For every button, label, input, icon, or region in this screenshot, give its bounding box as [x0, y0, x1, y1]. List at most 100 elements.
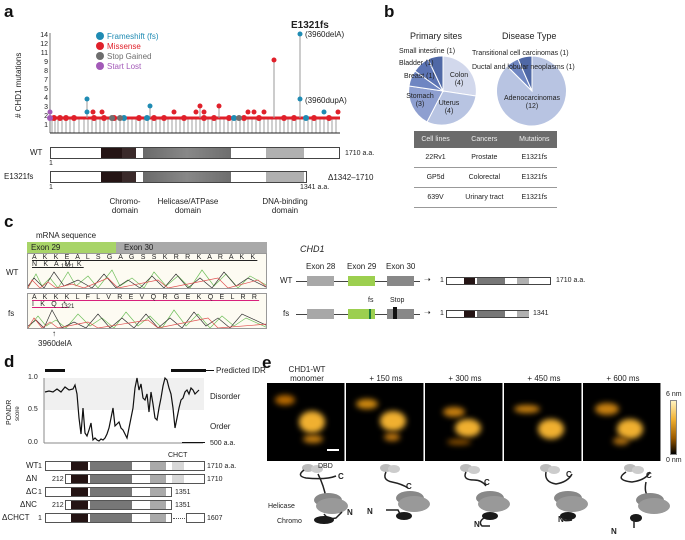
frame-1-label: + 150 ms — [369, 374, 403, 383]
fs-trace — [28, 309, 266, 328]
exon28-label: Exon 28 — [306, 262, 336, 271]
scale-max-label: 6 nm — [666, 391, 682, 398]
annotation-3960dupa: (3960dupA) — [305, 96, 347, 105]
frame-4-label: + 600 ms — [606, 374, 640, 383]
pondr-plot — [43, 376, 203, 444]
idr-bar-c — [171, 369, 206, 372]
wt-chromatogram: A K K E A L S G A G S S K R R K A R A K … — [27, 253, 267, 289]
panel-e-letter: e — [262, 353, 272, 372]
scale-label: 500 a.a. — [210, 440, 236, 447]
panel-c-letter: c — [4, 212, 14, 231]
fs-chromatogram: A K K K L F L V R E V Q R G E K Q E L R … — [27, 293, 267, 329]
gene-title: CHD1 — [300, 244, 325, 254]
wt-protein-bar — [446, 277, 551, 285]
stop-site-label: Stop — [390, 297, 405, 304]
frame-2-label: + 300 ms — [448, 374, 482, 383]
conformation-cartoons — [299, 464, 670, 528]
legend: Frameshift (fs) Missense Stop Gained Sta… — [96, 32, 159, 72]
dbd-label: DBD — [318, 463, 333, 470]
afm-frame-3 — [504, 383, 582, 461]
table-row: GP5d Colorectal E1321fs — [414, 167, 557, 188]
afm-frame-4 — [583, 383, 661, 461]
deletion-label: Δ1342–1710 — [328, 173, 374, 182]
lollipop-plot — [47, 31, 341, 134]
exon30-header: Exon 30 — [116, 242, 267, 253]
pondr-ylabel: PONDR score — [6, 399, 21, 425]
construct-dn — [65, 474, 205, 484]
table-row: 639V Urinary tract E1321fs — [414, 187, 557, 208]
mrna-title: mRNA sequence — [36, 231, 97, 240]
deletion-site-label: 3960delA — [38, 339, 72, 348]
fs-protein-bar — [446, 310, 529, 318]
panel-d-letter: d — [4, 352, 15, 371]
fs-domain-bar — [50, 171, 307, 183]
arrow-up-icon: ↑ — [52, 329, 56, 338]
wt-label: WT — [30, 148, 43, 157]
wt-trace — [28, 269, 266, 288]
pie2-adeno-label: Adenocarcinomas (12) — [503, 95, 561, 110]
fs-site-label: fs — [368, 297, 374, 304]
pie2-title: Disease Type — [502, 31, 557, 41]
wt-trace-label: WT — [6, 268, 19, 277]
pie1-colon-label: Colon (4) — [449, 72, 469, 87]
mutation-title: E1321fs — [291, 20, 329, 31]
cartoon-0 — [299, 464, 348, 524]
helicase-cartoon-label: Helicase — [268, 503, 295, 510]
scale-bar — [182, 442, 205, 443]
exon29-label: Exon 29 — [347, 262, 377, 271]
helicase-label: Helicase/ATPase domain — [157, 197, 219, 215]
panel-a-letter: a — [4, 2, 14, 21]
pie2-transitional-label: Transitional cell carcinomas (1) — [472, 50, 569, 57]
n-terminus-label: N — [347, 508, 353, 517]
construct-dc — [45, 487, 172, 497]
chromo-cartoon-label: Chromo — [277, 518, 302, 525]
dna-binding-label: DNA-binding domain — [262, 197, 308, 215]
wt-exon30 — [387, 276, 414, 286]
legend-item-frameshift: Frameshift (fs) — [96, 32, 159, 42]
exon30-label: Exon 30 — [386, 262, 416, 271]
height-colorbar — [670, 400, 677, 455]
legend-item-stop: Stop Gained — [96, 52, 159, 62]
pie-primary-sites — [408, 55, 477, 126]
frame-0-label: CHD1-WT monomer — [288, 365, 326, 383]
annotation-3960dela: (3960delA) — [305, 30, 345, 39]
construct-dchct — [45, 513, 172, 523]
legend-item-start-lost: Start Lost — [96, 62, 159, 72]
pie-disease-type — [496, 55, 567, 127]
wt-exon28 — [307, 276, 334, 286]
construct-dnc — [65, 500, 172, 510]
fs-trace-label: fs — [8, 309, 15, 318]
afm-frame-2 — [425, 383, 503, 461]
pie1-uterus-label: Uterus (4) — [438, 100, 460, 115]
construct-wt — [45, 461, 205, 471]
wt-exon29 — [348, 276, 375, 286]
afm-frame-0 — [267, 383, 345, 461]
exon29-header: Exon 29 — [27, 242, 116, 253]
y-axis-label: # CHD1 mutations — [14, 52, 23, 118]
y-axis-label-wrap: # CHD1 mutations — [14, 32, 28, 120]
y-ticks: 14 12 11 9 8 7 5 4 3 2 1 — [40, 32, 48, 129]
wt-end-label: 1710 a.a. — [345, 150, 375, 157]
idr-bar-n — [45, 369, 65, 372]
pie1-small-intestine-label: Small intestine (1) — [399, 48, 456, 55]
afm-frame-1 — [346, 383, 424, 461]
pie1-bladder-label: Bladder (1) — [399, 60, 434, 67]
idr-label: Predicted IDR — [216, 366, 266, 375]
arrow-right-icon: ➝ — [424, 275, 431, 284]
panel-b-letter: b — [384, 2, 395, 21]
chromodomain-label: Chromo-domain — [109, 197, 141, 215]
fs-label: E1321fs — [4, 172, 34, 181]
pie1-title: Primary sites — [410, 31, 463, 41]
scale-bar-afm — [327, 449, 339, 451]
disorder-label: Disorder — [210, 392, 241, 401]
order-label: Order — [210, 422, 231, 431]
disorder-region — [44, 378, 204, 410]
frame-3-label: + 450 ms — [527, 374, 561, 383]
scale-min-label: 0 nm — [666, 457, 682, 464]
chct-label: CHCT — [168, 452, 188, 459]
cell-line-table: Cell lines Cancers Mutations 22Rv1 Prosta… — [414, 131, 557, 208]
pie1-breast-label: Breast (1) — [404, 73, 435, 80]
pie1-stomach-label: Stomach (3) — [406, 93, 434, 108]
legend-item-missense: Missense — [96, 42, 159, 52]
wt-domain-bar — [50, 147, 340, 159]
